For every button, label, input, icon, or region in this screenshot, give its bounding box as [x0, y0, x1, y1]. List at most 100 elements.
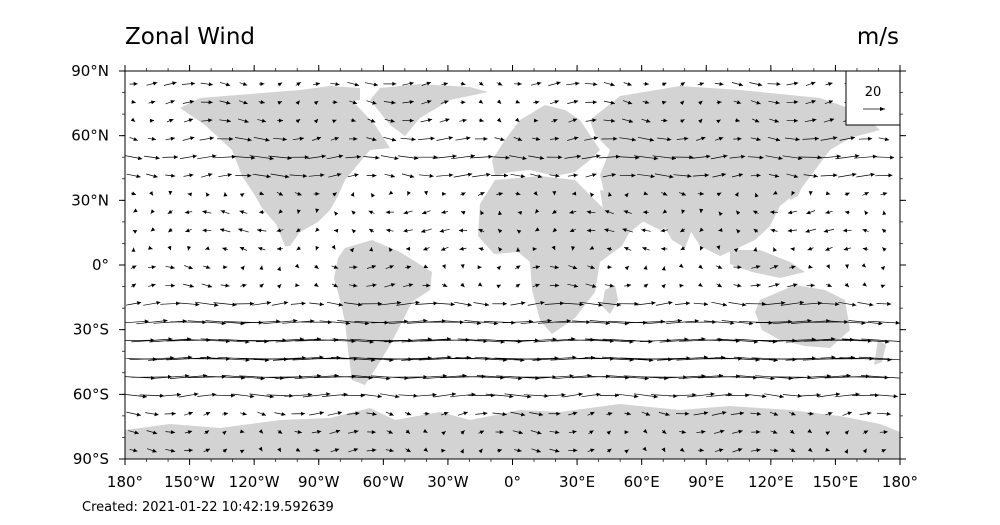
wind-vector-head: [749, 321, 754, 326]
wind-vector-head: [404, 319, 409, 324]
wind-vector: [464, 320, 499, 325]
wind-vector-head: [406, 411, 412, 416]
wind-vector-head: [555, 283, 560, 288]
wind-vector-head: [190, 136, 195, 141]
wind-vector-head: [152, 430, 158, 435]
wind-vector-head: [661, 447, 666, 452]
wind-vector-head: [774, 173, 780, 178]
wind-vector-head: [429, 173, 434, 178]
wind-vector: [187, 320, 226, 324]
wind-vector: [861, 338, 900, 342]
wind-vector-head: [295, 119, 301, 124]
wind-vector-head: [149, 118, 154, 123]
wind-vector-head: [150, 100, 156, 105]
wind-vector-head: [479, 118, 484, 123]
wind-vector-head: [176, 301, 181, 306]
wind-vector-head: [643, 320, 648, 325]
wind-vector-head: [844, 210, 850, 215]
wind-vector-head: [665, 412, 670, 416]
wind-vector-head: [502, 412, 507, 417]
wind-vector-head: [480, 192, 485, 196]
wind-vector: [839, 357, 892, 361]
wind-vector-head: [427, 100, 432, 104]
x-tick-label: 120°E: [748, 473, 794, 491]
wind-vector-head: [390, 283, 396, 287]
wind-vector-head: [770, 210, 775, 215]
wind-vector-head: [152, 81, 158, 86]
wind-vector-head: [295, 283, 300, 288]
wind-vector-head: [131, 191, 136, 196]
wind-vector-head: [209, 136, 214, 141]
x-tick-label: 150°E: [813, 473, 859, 491]
wind-vector-head: [836, 154, 841, 159]
wind-vector-head: [315, 191, 320, 196]
wind-vector-head: [460, 210, 466, 215]
wind-vector-head: [737, 448, 743, 452]
wind-vector: [807, 375, 851, 380]
wind-vector-head: [720, 429, 725, 434]
wind-vector-head: [240, 429, 245, 434]
wind-vector-head: [391, 100, 396, 105]
wind-vector-head: [461, 100, 466, 105]
wind-vector-head: [517, 137, 523, 141]
wind-vector: [450, 393, 476, 398]
wind-vector-head: [844, 449, 848, 454]
wind-vector-head: [460, 264, 465, 269]
wind-vector-head: [511, 320, 516, 325]
wind-vector-head: [611, 173, 616, 177]
wind-vector: [282, 320, 315, 324]
wind-vector-head: [579, 302, 584, 307]
wind-vector-head: [738, 82, 744, 87]
wind-vector: [790, 375, 832, 379]
wind-vector-head: [756, 430, 761, 434]
wind-vector-head: [133, 208, 138, 213]
wind-vector-head: [578, 392, 583, 397]
x-axis: 180° 150°W 120°W 90°W 60°W 30°W 0° 30°E 60°E 90°E…: [107, 65, 918, 491]
wind-vector-head: [251, 155, 256, 160]
wind-vector-head: [773, 265, 779, 269]
wind-vector-head: [680, 119, 685, 124]
wind-vector: [275, 375, 322, 379]
wind-vector-head: [303, 173, 308, 178]
wind-vector: [867, 320, 900, 324]
wind-vector: [869, 393, 898, 397]
wind-vector-head: [172, 81, 177, 86]
wind-vector: [125, 320, 149, 324]
wind-vector-head: [423, 246, 428, 251]
land-antarctica: [125, 404, 900, 459]
wind-vector-head: [790, 448, 796, 452]
wind-vector-head: [202, 320, 207, 325]
wind-vector-head: [351, 210, 356, 215]
wind-vector-head: [293, 318, 298, 323]
wind-vector-head: [787, 210, 793, 215]
wind-vector-head: [520, 412, 526, 417]
wind-vector-head: [167, 245, 172, 251]
wind-vector-head: [698, 264, 703, 269]
wind-vector: [822, 339, 872, 342]
wind-vector-head: [317, 429, 322, 434]
wind-vector-head: [522, 156, 527, 161]
wind-vector-head: [278, 118, 283, 123]
wind-vector-head: [533, 191, 538, 196]
wind-vector: [314, 339, 356, 342]
wind-vector-head: [442, 191, 447, 196]
wind-vector: [803, 339, 855, 342]
wind-vector-head: [699, 227, 704, 232]
wind-vector: [249, 393, 274, 398]
x-tick-label: 60°E: [624, 473, 660, 491]
wind-vector-head: [205, 265, 211, 269]
wind-vector-head: [372, 137, 377, 142]
wind-vector-head: [432, 392, 437, 397]
wind-vector-head: [226, 100, 231, 105]
wind-vector-head: [518, 430, 523, 435]
wind-vector-head: [823, 228, 829, 233]
wind-vector: [458, 375, 505, 379]
wind-vector-head: [516, 229, 522, 234]
wind-vector-head: [269, 156, 274, 161]
wind-vector-head: [644, 100, 650, 104]
wind-vector-head: [509, 394, 514, 399]
wind-vector-head: [722, 302, 727, 307]
wind-vector-head: [149, 191, 153, 196]
wind-vector-head: [699, 191, 704, 196]
wind-vector-head: [314, 264, 319, 269]
